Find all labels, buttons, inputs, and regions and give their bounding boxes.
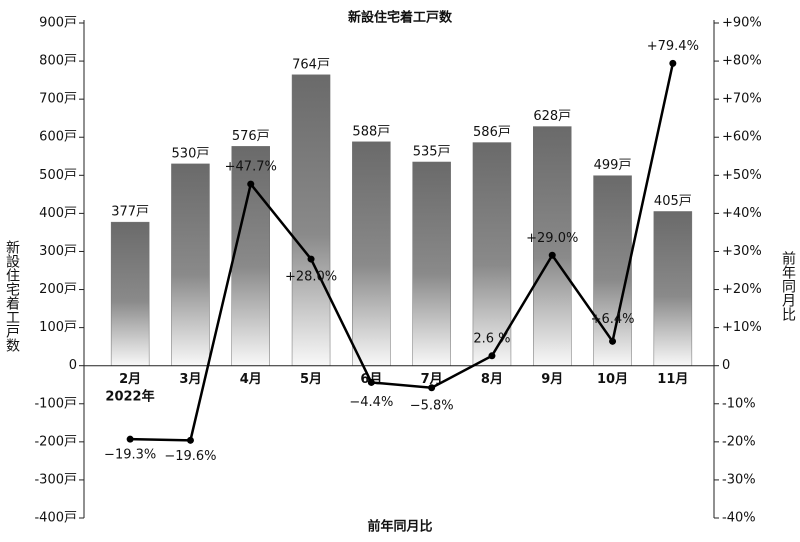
bar-value-label: 499戸 [594,158,632,173]
bar-value-label: 628戸 [533,109,571,124]
line-point [186,436,194,444]
x-tick-label: 9月 [541,372,563,387]
bar-value-label: 535戸 [413,144,451,159]
bar-value-label: 377戸 [111,205,149,220]
y-tick-label: 700戸 [39,92,77,107]
annotation: 2022年 [105,389,154,405]
y2-tick-label: -10% [722,396,756,411]
bar [171,163,210,366]
y-tick-label: 800戸 [39,54,77,69]
bar [352,141,391,366]
bar [472,142,512,366]
line [130,63,675,442]
bar [231,146,270,366]
bar-value-label: 405戸 [654,194,692,209]
x-tick-label: 4月 [240,372,262,387]
y2-tick-label: +80% [722,54,762,69]
bar [412,161,451,366]
line-value-label: +6.4% [591,312,635,327]
line-point [428,384,436,392]
y-tick-label: 500戸 [39,168,77,183]
line-value-label: −19.3% [104,448,156,463]
y-axis-label: 新設住宅着工戸数 [4,240,20,352]
bar [593,175,632,366]
y-tick-label: 300戸 [39,244,77,259]
y2-tick-label: 0 [722,358,730,373]
line-point [367,378,375,386]
y2-axis-label: 前年同月比 [780,250,796,321]
y-tick-label: 0 [69,358,77,373]
line-value-label: −5.8% [410,398,454,413]
y2-tick-label: -20% [722,434,756,449]
y2-tick-label: +40% [722,206,762,221]
bar-value-label: 588戸 [352,124,390,139]
y-tick-label: -100戸 [34,396,77,411]
y-tick-label: 200戸 [39,282,77,297]
y-tick-label: -400戸 [34,511,77,526]
y-tick-label: 600戸 [39,130,77,145]
line-value-label: +29.0% [526,231,578,246]
line-point [548,251,556,259]
line-value-label: −4.4% [349,395,393,410]
line-value-label: +79.4% [647,39,699,54]
x-tick-label: 3月 [179,372,201,387]
line-point [307,255,315,263]
x-tick-label: 8月 [481,372,503,387]
y-tick-label: 900戸 [39,16,77,31]
line-value-label: +47.7% [225,160,277,175]
bar-value-label: 576戸 [232,129,270,144]
line-point [488,352,496,360]
bar [291,74,331,366]
y2-tick-label: -30% [722,472,756,487]
y2-tick-label: +20% [722,282,762,297]
bar-value-label: 764戸 [292,57,330,72]
chart-title: 新設住宅着工戸数 [348,10,453,26]
y2-tick-label: +10% [722,320,762,335]
line-value-label: 2.6 % [473,331,510,346]
x-axis-label: 前年同月比 [367,519,432,535]
y-tick-label: -300戸 [34,472,77,487]
y2-tick-label: +30% [722,244,762,259]
y2-tick-label: +90% [722,16,762,31]
y-tick-label: 100戸 [39,320,77,335]
bar-value-label: 530戸 [172,146,210,161]
bar [110,221,150,366]
x-tick-label: 2月 [119,372,141,387]
line-value-label: −19.6% [164,449,216,464]
bar [653,211,693,366]
line-point [126,435,134,443]
y2-tick-label: +70% [722,92,762,107]
line-point [669,59,677,67]
line-point [247,180,255,188]
y2-tick-label: -40% [722,511,756,526]
line-point [609,337,617,345]
y-tick-label: -200戸 [34,434,77,449]
x-tick-label: 11月 [657,372,688,387]
line-value-label: +28.0% [285,270,337,285]
y-tick-label: 400戸 [39,206,77,221]
y2-tick-label: +50% [722,168,762,183]
x-tick-label: 10月 [597,372,628,387]
bar-value-label: 586戸 [473,125,511,140]
bar [533,126,572,366]
y2-tick-label: +60% [722,130,762,145]
x-tick-label: 5月 [300,372,322,387]
